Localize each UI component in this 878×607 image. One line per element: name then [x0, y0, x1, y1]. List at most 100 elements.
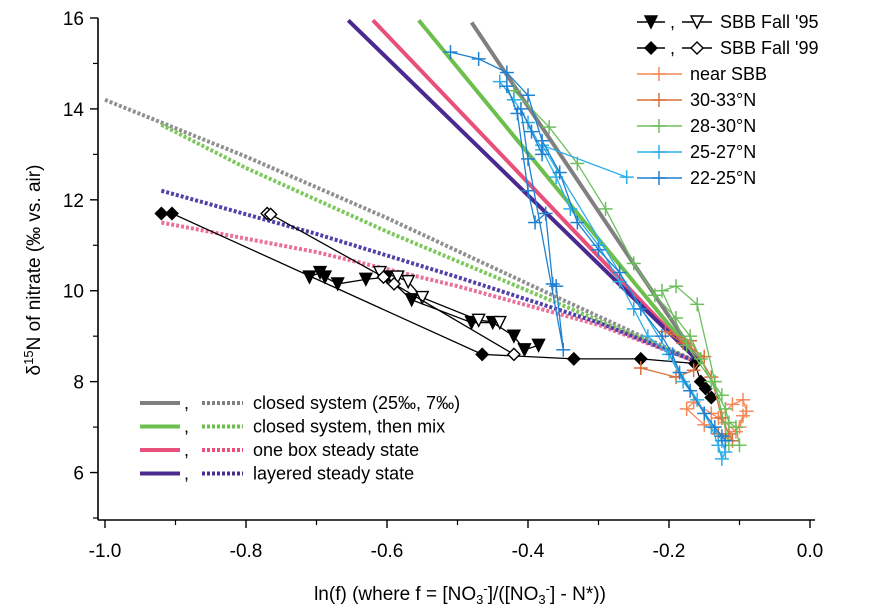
data-point [415, 290, 430, 306]
plot-area [104, 18, 754, 466]
model-line-7 [160, 188, 702, 366]
legend-label: one box steady state [253, 440, 419, 460]
x-tick-label: -1.0 [89, 541, 122, 562]
legend-swatch-marker-open [689, 15, 705, 30]
model-line-2 [417, 19, 703, 365]
legend-top-right: , SBB Fall '95, SBB Fall '99 near SBB 30-33°… [637, 12, 818, 188]
series-1 [372, 265, 507, 331]
y-axis-title-rest: N of nitrate (‰ vs. air) [24, 165, 45, 351]
data-point [390, 270, 405, 285]
y-axis-superscript: 15 [21, 350, 36, 364]
legend-entry: , SBB Fall '99 [637, 38, 818, 58]
legend-entry: , closed system, then mix [140, 417, 445, 437]
data-point [492, 315, 507, 331]
legend-label: SBB Fall '99 [720, 38, 818, 58]
data-point [164, 206, 179, 221]
data-point [506, 347, 521, 362]
data-point [404, 293, 419, 308]
data-point [506, 329, 522, 344]
legend-entry: , SBB Fall '95 [637, 12, 818, 32]
y-tick-label: 16 [63, 9, 84, 30]
x-axis-subscript-2: 3 [538, 592, 545, 607]
model-line-1 [104, 97, 702, 366]
legend-prefix: , [184, 417, 189, 437]
legend-prefix: , [670, 12, 675, 32]
x-tick-label: 0.0 [797, 541, 823, 562]
legend-bottom-left: , closed system (25‰, 7‰), closed system, … [140, 393, 460, 484]
data-point [358, 272, 373, 287]
data-point [317, 270, 333, 285]
data-point [401, 274, 416, 290]
y-axis-title: δ15N of nitrate (‰ vs. air) [21, 165, 45, 376]
x-axis-title-part-1: ln(f) (where f = [NO [314, 584, 476, 605]
legend-label: layered steady state [253, 464, 414, 484]
data-point [517, 343, 532, 358]
legend-entry: 30-33°N [637, 90, 756, 110]
y-axis-title-delta: δ [24, 365, 45, 376]
legend-swatch-marker-open [690, 41, 704, 55]
model-line-5 [161, 220, 702, 366]
legend-swatch-marker [644, 41, 658, 55]
x-axis-subscript-1: 3 [476, 592, 483, 607]
legend-label: SBB Fall '95 [720, 12, 818, 32]
data-point [154, 206, 169, 221]
series-line [309, 271, 539, 351]
legend-swatch-marker [643, 15, 659, 30]
x-tick-label: -0.2 [653, 541, 686, 562]
legend-entry: , one box steady state [140, 440, 419, 460]
legend-entry: 25-27°N [637, 142, 756, 162]
model-line-0 [469, 21, 703, 365]
legend-label: 25-27°N [690, 142, 756, 162]
x-axis-title-part-3: ] - N*)) [550, 584, 606, 605]
x-tick-label: -0.6 [371, 541, 404, 562]
y-tick-label: 6 [73, 464, 84, 485]
legend-label: closed system, then mix [253, 417, 445, 437]
data-point [387, 276, 402, 291]
data-point [698, 381, 713, 396]
legend-label: closed system (25‰, 7‰) [253, 393, 460, 413]
series-2 [154, 206, 719, 405]
model-line-4 [371, 18, 703, 365]
x-tick-label: -0.8 [230, 541, 263, 562]
legend-prefix: , [184, 440, 189, 460]
x-axis-superscript-1: - [483, 581, 487, 596]
data-point [302, 270, 317, 285]
y-tick-label: 14 [63, 100, 85, 121]
data-point [330, 277, 345, 292]
model-line-6 [346, 18, 703, 365]
y-tick-label: 12 [63, 191, 84, 212]
data-point [376, 270, 391, 285]
legend-label: near SBB [690, 64, 767, 84]
model-line-3 [160, 123, 702, 366]
legend-entry: , closed system (25‰, 7‰) [140, 393, 460, 413]
legend-entry: near SBB [637, 64, 767, 84]
y-tick-label: 10 [63, 282, 84, 303]
legend-prefix: , [670, 38, 675, 58]
series-line [506, 85, 564, 350]
series-8 [443, 45, 733, 448]
legend-label: 28-30°N [690, 116, 756, 136]
legend-prefix: , [184, 464, 189, 484]
series-0 [302, 265, 546, 358]
legend-label: 30-33°N [690, 90, 756, 110]
x-axis-title-part-2: ]/([NO [488, 584, 539, 605]
x-axis-title: ln(f) (where f = [NO3-]/([NO3-] - N*)) [314, 581, 606, 607]
legend-entry: , layered steady state [140, 464, 414, 484]
series-3 [260, 206, 521, 362]
legend-prefix: , [184, 393, 189, 413]
legend-entry: 22-25°N [637, 168, 756, 188]
series-9 [499, 79, 571, 357]
series-line [450, 51, 726, 442]
x-tick-label: -0.4 [512, 541, 545, 562]
y-tick-label: 8 [73, 373, 84, 394]
data-point [531, 338, 546, 353]
data-point [566, 351, 581, 366]
x-axis-superscript-2: - [546, 581, 550, 596]
data-point [471, 313, 486, 328]
data-point [263, 207, 278, 222]
axes: -1.0 -0.8 -0.6 -0.4 -0.2 0.0 6 8 10 12 14 16 [63, 9, 823, 562]
legend-entry: 28-30°N [637, 116, 756, 136]
legend-label: 22-25°N [690, 168, 756, 188]
data-point [475, 347, 490, 362]
